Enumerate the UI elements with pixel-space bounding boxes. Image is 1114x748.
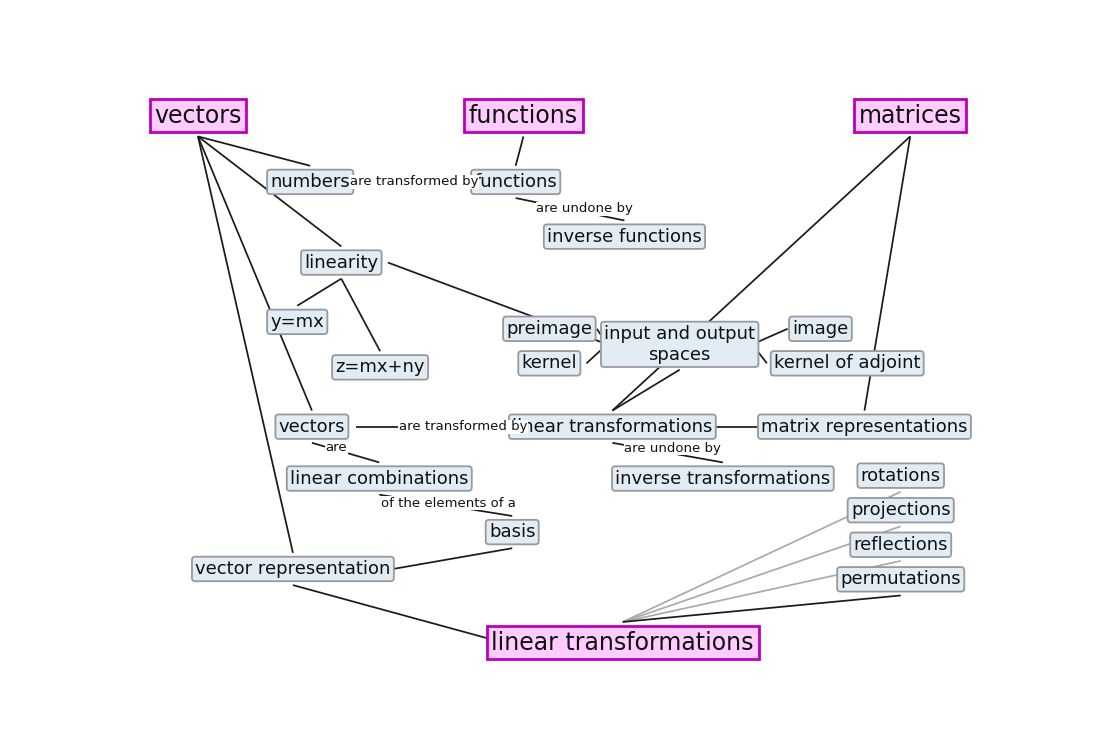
Text: vectors: vectors [278,417,345,435]
Text: linearity: linearity [304,254,379,272]
Text: functions: functions [469,104,578,128]
Text: kernel of adjoint: kernel of adjoint [774,355,920,373]
Text: linear transformations: linear transformations [512,417,713,435]
Text: reflections: reflections [853,536,948,554]
Text: image: image [792,320,849,338]
Text: projections: projections [851,501,950,519]
Text: z=mx+ny: z=mx+ny [335,358,424,376]
Text: kernel: kernel [521,355,577,373]
Text: inverse transformations: inverse transformations [615,470,831,488]
Text: are transformed by: are transformed by [399,420,527,433]
Text: rotations: rotations [861,467,941,485]
Text: linear transformations: linear transformations [491,631,754,654]
Text: are undone by: are undone by [624,441,721,455]
Text: matrices: matrices [859,104,961,128]
Text: are: are [325,441,346,454]
Text: input and output
spaces: input and output spaces [604,325,755,364]
Text: functions: functions [475,173,557,191]
Text: numbers: numbers [271,173,350,191]
Text: vectors: vectors [154,104,242,128]
Text: vector representation: vector representation [195,560,391,578]
Text: matrix representations: matrix representations [761,417,968,435]
Text: preimage: preimage [507,320,593,338]
Text: are transformed by: are transformed by [350,176,478,188]
Text: of the elements of a: of the elements of a [381,497,516,510]
Text: y=mx: y=mx [271,313,324,331]
Text: inverse functions: inverse functions [547,227,702,245]
Text: basis: basis [489,523,536,541]
Text: linear combinations: linear combinations [290,470,469,488]
Text: are undone by: are undone by [536,203,633,215]
Text: permutations: permutations [840,570,961,589]
